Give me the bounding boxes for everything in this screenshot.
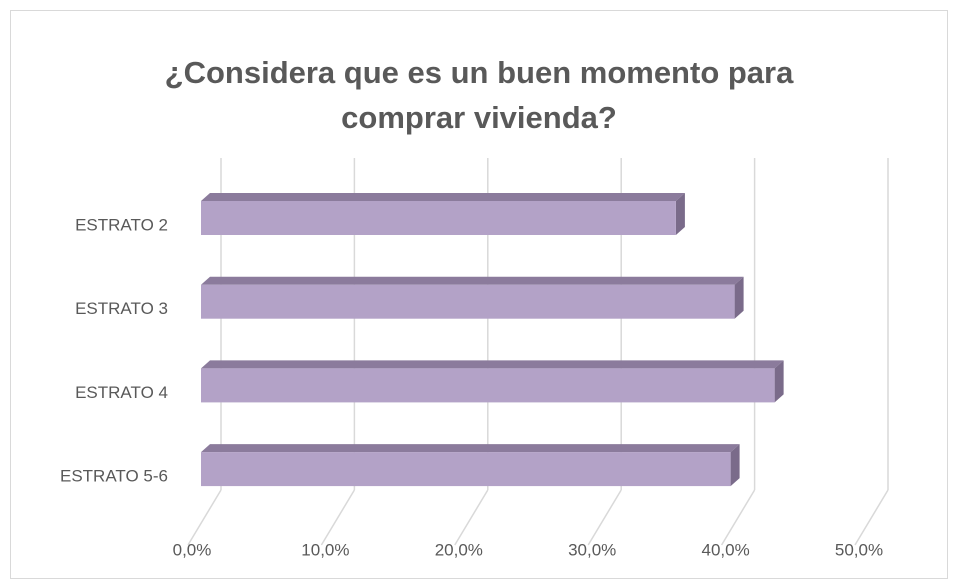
bar-top bbox=[201, 360, 784, 369]
bar bbox=[201, 284, 735, 319]
chart-title: ¿Considera que es un buen momento para c… bbox=[164, 55, 794, 135]
y-tick-label: ESTRATO 3 bbox=[75, 299, 168, 318]
floor-grid-line bbox=[187, 489, 222, 546]
x-tick-label: 10,0% bbox=[301, 540, 349, 559]
y-tick-label: ESTRATO 2 bbox=[75, 215, 168, 234]
bar-side bbox=[730, 444, 740, 487]
x-tick-label: 30,0% bbox=[568, 540, 616, 559]
bar-side bbox=[734, 276, 744, 319]
bar-top bbox=[201, 276, 744, 285]
x-tick-label: 0,0% bbox=[173, 540, 212, 559]
bar bbox=[201, 201, 676, 235]
bar bbox=[201, 368, 775, 403]
x-tick-label: 50,0% bbox=[835, 540, 883, 559]
bar-top bbox=[201, 444, 740, 453]
floor-grid-line bbox=[454, 489, 489, 546]
bar-top bbox=[201, 193, 685, 201]
floor-grid-line bbox=[854, 489, 889, 546]
floor-grid-line bbox=[720, 489, 756, 546]
bar-side bbox=[675, 193, 685, 235]
x-tick-label: 20,0% bbox=[435, 540, 483, 559]
bar bbox=[201, 452, 731, 487]
y-tick-label: ESTRATO 4 bbox=[75, 383, 168, 402]
floor-grid-line bbox=[587, 489, 622, 546]
bar-side bbox=[774, 360, 784, 403]
x-tick-label: 40,0% bbox=[701, 540, 749, 559]
floor-grid-line bbox=[320, 489, 356, 546]
y-tick-label: ESTRATO 5-6 bbox=[60, 467, 168, 486]
